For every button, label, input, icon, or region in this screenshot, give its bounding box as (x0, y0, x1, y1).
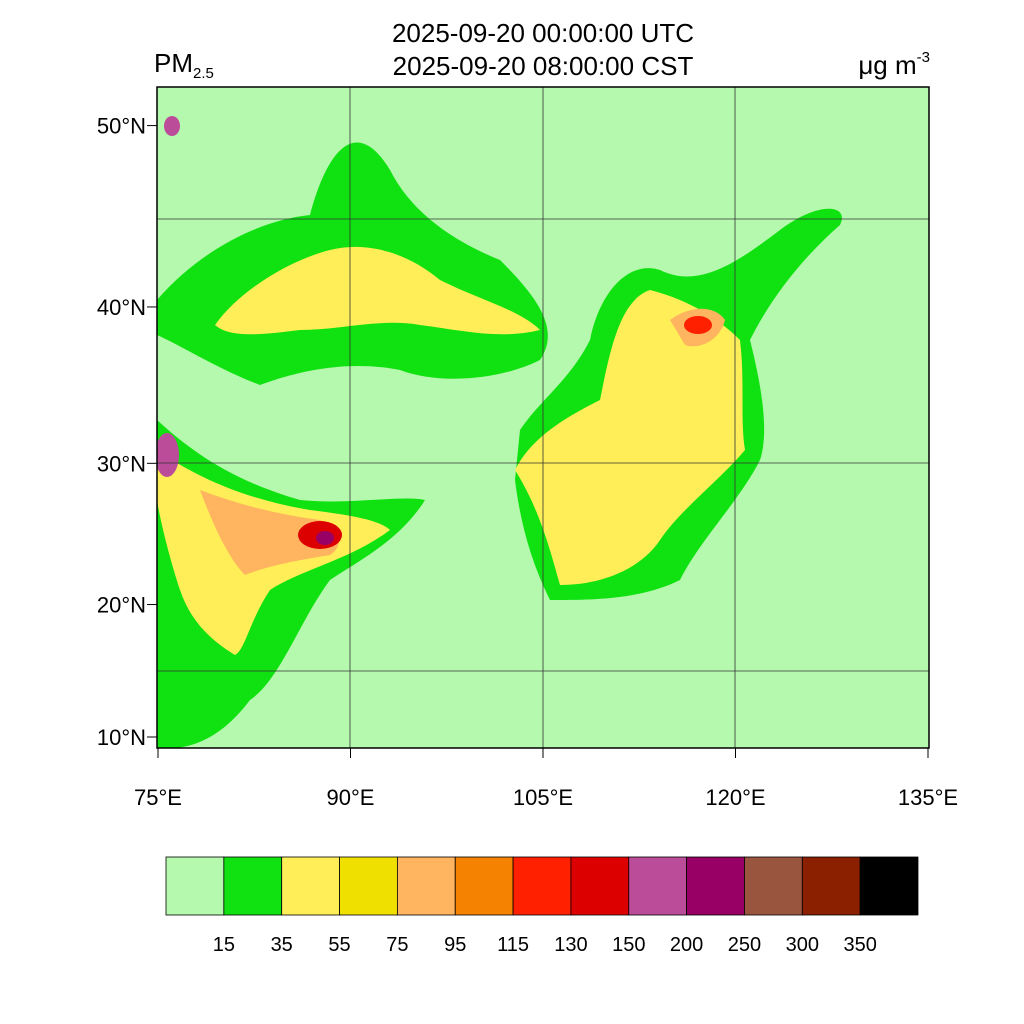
colorbar-box (859, 856, 919, 916)
lat-tick-label: 40°N (97, 295, 146, 320)
pollution-area (316, 531, 334, 545)
colorbar-box (165, 856, 225, 916)
colorbar-label: 350 (843, 934, 876, 956)
colorbar-box (512, 856, 572, 916)
pollution-area (515, 290, 745, 585)
colorbar-box (801, 856, 861, 916)
colorbar-box (454, 856, 514, 916)
lon-tick-label: 90°E (327, 785, 375, 810)
colorbar-box (281, 856, 340, 916)
colorbar-label: 200 (670, 934, 703, 956)
colorbar-label: 95 (444, 934, 466, 956)
units-superscript: -3 (917, 49, 930, 66)
lon-tick-label: 120°E (705, 785, 765, 810)
pollution-area (684, 316, 712, 334)
colorbar-box (339, 856, 398, 916)
colorbar-label: 115 (497, 934, 529, 956)
colorbar-box (686, 856, 745, 916)
graticule (157, 87, 929, 748)
lon-tick-label: 135°E (898, 785, 958, 810)
title-utc: 2025-09-20 00:00:00 UTC (392, 18, 694, 48)
colorbar-box (396, 856, 456, 916)
pollution-area (200, 490, 339, 575)
lat-tick-label: 30°N (97, 451, 146, 476)
lat-tick-label: 10°N (97, 725, 146, 750)
colorbar-label: 130 (554, 934, 587, 956)
variable-subscript: 2.5 (193, 65, 214, 82)
lat-tick-label: 20°N (97, 593, 146, 618)
colorbar-box (570, 856, 630, 916)
title-cst: 2025-09-20 08:00:00 CST (393, 51, 694, 81)
lon-tick-label: 105°E (513, 785, 573, 810)
units-label: μg m-3 (858, 49, 930, 80)
map (157, 87, 929, 748)
colorbar-label: 55 (328, 934, 350, 956)
colorbar-label: 75 (386, 934, 408, 956)
colorbar-label: 35 (271, 934, 293, 956)
units-text: μg m (858, 50, 916, 80)
variable-label: PM2.5 (154, 48, 214, 82)
colorbar-box (223, 856, 283, 916)
pollution-area (157, 433, 179, 477)
colorbar-label: 300 (786, 934, 819, 956)
colorbar-label: 150 (612, 934, 645, 956)
colorbar-box (628, 856, 688, 916)
pollution-area (164, 116, 180, 136)
pollution-area (215, 246, 540, 335)
colorbar-label: 15 (213, 934, 235, 956)
colorbar-box (744, 856, 803, 916)
variable-name: PM (154, 48, 193, 78)
colorbar-label: 250 (728, 934, 761, 956)
lat-tick-label: 50°N (97, 114, 146, 139)
lon-tick-label: 75°E (134, 785, 182, 810)
